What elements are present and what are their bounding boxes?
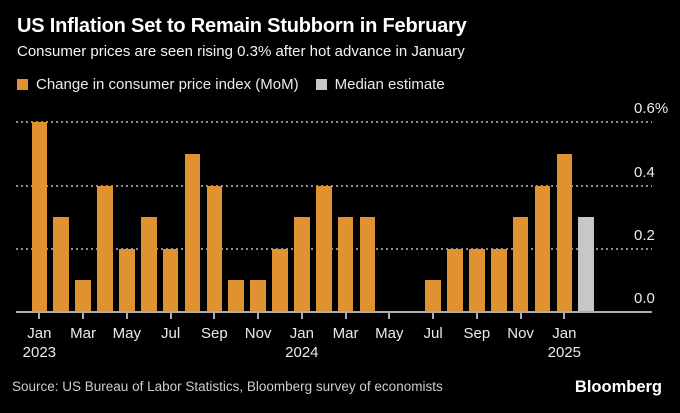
gridline-0-4 [16, 184, 652, 187]
bar-aug-2024 [447, 248, 463, 312]
bar-mar-2024 [337, 217, 354, 312]
x-year-label-2024: 2024 [285, 344, 319, 361]
legend-item-median: Median estimate [315, 76, 445, 93]
x-year-label-2023: 2023 [22, 344, 57, 361]
x-tick-label-may-2024: May [375, 325, 404, 342]
bar-jan-2025 [556, 154, 573, 312]
bar-oct-2024 [490, 248, 507, 312]
bar-feb-2023 [53, 217, 70, 312]
x-tick-jan-2023 [38, 313, 41, 319]
x-tick-label-jan-2023: Jan [27, 325, 52, 342]
x-tick-sep-2023 [213, 313, 216, 319]
bar-dec-2024 [534, 185, 551, 312]
y-tick-label-0-2: 0.2 [634, 226, 655, 244]
bar-jul-2024 [425, 280, 441, 312]
x-tick-jul-2024 [432, 313, 435, 319]
bar-feb-2024 [315, 185, 332, 312]
bloomberg-logo: Bloomberg [574, 378, 662, 396]
x-tick-may-2024 [388, 313, 391, 319]
x-tick-label-jan-2025: Jan [552, 325, 577, 342]
x-tick-label-mar-2023: Mar [70, 325, 97, 342]
x-tick-nov-2023 [257, 313, 260, 319]
x-tick-label-sep-2023: Sep [200, 325, 228, 342]
bar-aug-2023 [184, 154, 201, 312]
x-tick-jan-2024 [300, 313, 303, 319]
x-tick-label-may-2023: May [112, 325, 142, 342]
x-tick-label-sep-2024: Sep [463, 325, 491, 342]
legend-label-median: Median estimate [334, 76, 445, 93]
x-tick-jan-2025 [563, 313, 566, 319]
legend-label-cpi: Change in consumer price index (MoM) [36, 76, 299, 93]
legend-item-cpi: Change in consumer price index (MoM) [17, 76, 299, 93]
x-axis-line [16, 311, 652, 313]
bar-jan-2024 [294, 217, 310, 312]
bar-jul-2023 [162, 248, 179, 312]
plot-area [16, 106, 652, 319]
median-swatch-icon [315, 79, 327, 90]
gridline-0-2 [16, 247, 652, 250]
gridline-0-6- [16, 121, 652, 124]
x-tick-label-nov-2023: Nov [244, 325, 272, 342]
bar-jan-2023 [31, 122, 48, 312]
x-tick-jul-2023 [169, 313, 172, 319]
x-tick-mar-2024 [344, 313, 347, 319]
y-tick-label-0-6-: 0.6% [634, 100, 669, 118]
x-tick-may-2023 [125, 313, 128, 319]
bar-nov-2024 [512, 217, 529, 312]
x-tick-nov-2024 [519, 313, 522, 319]
bar-feb-2025 [578, 217, 595, 312]
source-text: Source: US Bureau of Labor Statistics, B… [12, 379, 443, 394]
bar-nov-2023 [250, 280, 266, 312]
bar-sep-2024 [469, 248, 485, 312]
x-year-label-2025: 2025 [547, 344, 582, 361]
chart-subtitle: Consumer prices are seen rising 0.3% aft… [17, 43, 465, 60]
x-tick-label-mar-2024: Mar [332, 325, 359, 342]
y-tick-label-0-0: 0.0 [634, 290, 655, 307]
x-tick-mar-2023 [82, 313, 85, 319]
bar-sep-2023 [206, 185, 223, 312]
x-tick-label-jan-2024: Jan [289, 325, 314, 342]
bar-apr-2023 [97, 185, 113, 312]
bar-oct-2023 [228, 280, 245, 312]
bar-apr-2024 [359, 217, 376, 312]
chart-title: US Inflation Set to Remain Stubborn in F… [17, 15, 467, 37]
x-tick-label-jul-2023: Jul [161, 325, 181, 342]
bar-may-2023 [119, 248, 135, 312]
y-tick-label-0-4: 0.4 [634, 163, 655, 181]
bar-jun-2023 [140, 217, 157, 312]
x-tick-label-jul-2024: Jul [423, 325, 443, 342]
legend: Change in consumer price index (MoM) Med… [17, 76, 445, 93]
x-tick-label-nov-2024: Nov [507, 325, 534, 342]
bar-dec-2023 [272, 248, 288, 312]
bar-mar-2023 [75, 280, 91, 312]
x-tick-sep-2024 [475, 313, 478, 319]
cpi-swatch-icon [17, 79, 28, 90]
